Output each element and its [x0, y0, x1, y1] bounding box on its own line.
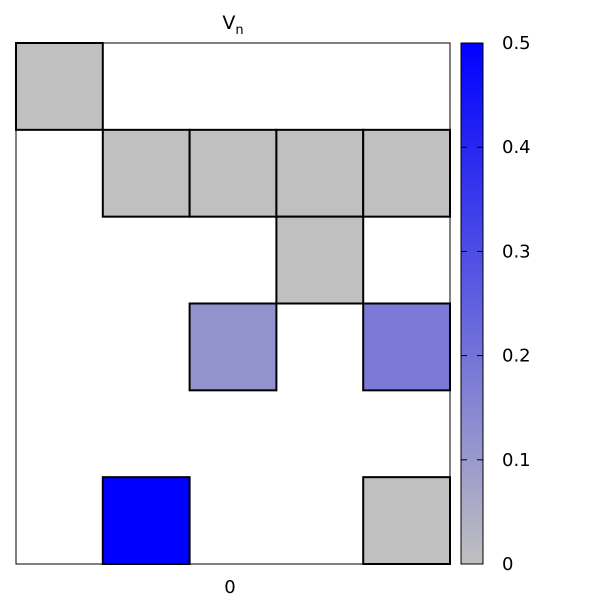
heatmap-cell	[101, 128, 191, 218]
chart-title: Vn	[222, 12, 243, 38]
colorbar-tick-label: 0.1	[502, 450, 531, 471]
x-tick-label: 0	[224, 577, 235, 598]
heatmap-cell	[362, 302, 452, 392]
colorbar-tick-label: 0.4	[502, 137, 531, 158]
heatmap-cell	[275, 128, 365, 218]
colorbar-tick-label: 0.5	[502, 33, 531, 54]
colorbar	[460, 42, 484, 565]
heatmap-cell	[15, 42, 104, 131]
heatmap-cell	[362, 476, 452, 565]
heatmap-cell	[362, 128, 452, 218]
colorbar-tick-label: 0.2	[502, 346, 531, 367]
heatmap-cell	[188, 302, 278, 392]
colorbar-tick-label: 0.3	[502, 241, 531, 262]
colorbar-ticks: 0 0.1 0.2 0.3 0.4 0.5	[461, 33, 531, 575]
heatmap-cell	[188, 128, 278, 218]
heatmap-cell	[275, 215, 365, 305]
colorbar-tick-label: 0	[502, 554, 513, 575]
heatmap-cell	[101, 476, 191, 565]
heatmap-cells	[15, 42, 452, 565]
